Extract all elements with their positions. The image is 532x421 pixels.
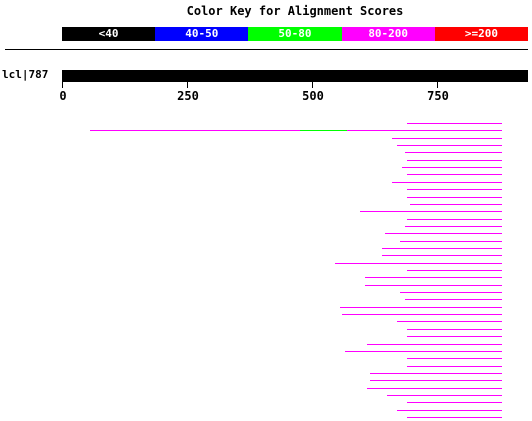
query-bar: [62, 70, 528, 81]
hit-segment[interactable]: [392, 182, 502, 183]
hit-segment[interactable]: [407, 402, 502, 403]
hit-segment[interactable]: [407, 417, 502, 418]
hit-segment[interactable]: [400, 241, 503, 242]
hit-segment[interactable]: [407, 189, 502, 190]
hit-segment[interactable]: [387, 395, 502, 396]
hit-segment[interactable]: [407, 358, 502, 359]
hit-segment[interactable]: [342, 314, 502, 315]
hit-segment[interactable]: [360, 211, 503, 212]
color-key-bin-gte200: >=200: [435, 27, 528, 41]
hit-segment[interactable]: [407, 219, 502, 220]
hit-segment[interactable]: [382, 255, 502, 256]
hit-segment[interactable]: [397, 145, 502, 146]
hit-segment[interactable]: [407, 197, 502, 198]
hit-segment[interactable]: [410, 204, 503, 205]
hit-segment[interactable]: [405, 226, 503, 227]
hit-segment[interactable]: [365, 285, 503, 286]
hit-segment[interactable]: [400, 292, 503, 293]
hit-segment[interactable]: [397, 410, 502, 411]
color-key-title: Color Key for Alignment Scores: [0, 4, 532, 18]
hit-segment[interactable]: [365, 277, 503, 278]
axis-tick: [312, 81, 313, 88]
hit-segment[interactable]: [407, 366, 502, 367]
color-key-bin-80-200: 80-200: [342, 27, 435, 41]
hit-segment[interactable]: [405, 299, 503, 300]
hit-segment[interactable]: [367, 344, 502, 345]
hit-segment[interactable]: [402, 167, 502, 168]
hit-segment[interactable]: [397, 321, 502, 322]
axis-tick-label: 750: [427, 89, 449, 103]
hit-segment[interactable]: [407, 160, 502, 161]
hit-segment[interactable]: [385, 233, 503, 234]
axis-tick-label: 250: [177, 89, 199, 103]
color-key-bin-lt40: <40: [62, 27, 155, 41]
hit-segment[interactable]: [407, 174, 502, 175]
hit-segment[interactable]: [382, 248, 502, 249]
axis-line: [62, 81, 528, 82]
hit-segment[interactable]: [335, 263, 503, 264]
hit-segment[interactable]: [370, 380, 503, 381]
hit-segment[interactable]: [392, 138, 502, 139]
hit-segment[interactable]: [347, 130, 502, 131]
hit-segment[interactable]: [407, 270, 502, 271]
hit-segment[interactable]: [300, 130, 348, 131]
axis-tick-label: 0: [59, 89, 66, 103]
axis-tick: [187, 81, 188, 88]
hit-segment[interactable]: [90, 130, 300, 131]
hit-segment[interactable]: [407, 123, 502, 124]
divider-line: [5, 49, 528, 50]
hit-segment[interactable]: [407, 336, 502, 337]
query-label: lcl|787: [2, 68, 48, 81]
color-key-bin-50-80: 50-80: [248, 27, 341, 41]
hit-segment[interactable]: [405, 152, 503, 153]
hit-segment[interactable]: [407, 329, 502, 330]
color-key-bin-40-50: 40-50: [155, 27, 248, 41]
hit-segment[interactable]: [345, 351, 503, 352]
hit-segment[interactable]: [370, 373, 503, 374]
axis-tick: [62, 81, 63, 88]
hit-segment[interactable]: [340, 307, 503, 308]
axis-tick: [437, 81, 438, 88]
hit-segment[interactable]: [367, 388, 502, 389]
axis-tick-label: 500: [302, 89, 324, 103]
